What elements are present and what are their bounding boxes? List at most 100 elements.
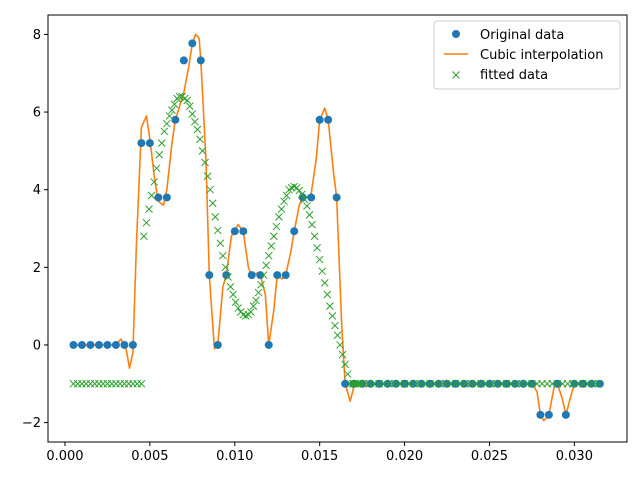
fitted-point xyxy=(185,102,194,111)
original-point xyxy=(341,379,350,388)
fitted-point xyxy=(295,186,304,195)
original-point xyxy=(188,39,197,48)
fitted-point xyxy=(152,164,161,173)
fitted-point xyxy=(191,117,199,126)
x-tick-label: 0.000 xyxy=(46,449,83,464)
fitted-point xyxy=(331,321,339,330)
original-point xyxy=(103,340,112,349)
fitted-point xyxy=(259,271,268,279)
fitted-point xyxy=(328,311,337,320)
fitted-point xyxy=(165,112,174,120)
fitted-point xyxy=(249,302,258,310)
fitted-point xyxy=(231,298,240,307)
fitted-point xyxy=(297,190,306,199)
fitted-point xyxy=(247,308,255,316)
original-point xyxy=(77,340,86,349)
original-point xyxy=(273,271,282,280)
original-point xyxy=(179,56,188,65)
original-point xyxy=(281,271,290,280)
fitted-point xyxy=(290,182,299,191)
original-point xyxy=(171,115,180,124)
fitted-point xyxy=(140,232,148,241)
fitted-point xyxy=(313,244,321,252)
x-tick-label: 0.010 xyxy=(216,449,253,464)
fitted-point xyxy=(203,172,212,180)
fitted-point xyxy=(157,139,166,147)
fitted-point xyxy=(264,251,273,260)
original-point xyxy=(264,340,273,349)
x-tick-label: 0.030 xyxy=(556,449,593,464)
fitted-point xyxy=(142,218,151,227)
x-tick-label: 0.005 xyxy=(131,449,168,464)
fitted-point xyxy=(310,232,319,241)
fitted-point xyxy=(318,267,327,276)
fitted-point xyxy=(196,135,204,144)
legend-box xyxy=(433,20,621,90)
fitted-point xyxy=(198,147,207,155)
fitted-point xyxy=(356,379,365,388)
original-point xyxy=(324,115,333,124)
fitted-point xyxy=(224,273,232,281)
fitted-point xyxy=(160,127,169,136)
fitted-point xyxy=(213,226,222,235)
fitted-point xyxy=(323,290,332,299)
original-point xyxy=(536,410,545,419)
original-point xyxy=(595,379,604,388)
fitted-point xyxy=(188,110,197,118)
fitted-point xyxy=(338,350,347,359)
fitted-point xyxy=(333,331,342,340)
fitted-point xyxy=(262,261,271,270)
fitted-point xyxy=(201,158,209,167)
x-tick-label: 0.020 xyxy=(386,449,423,464)
original-point xyxy=(315,115,324,124)
fitted-point xyxy=(336,341,344,349)
fitted-point xyxy=(150,178,158,186)
y-tick-label: 4 xyxy=(33,183,41,198)
fitted-point xyxy=(257,280,265,289)
plot-area xyxy=(69,33,604,422)
original-point xyxy=(205,271,214,280)
fitted-point xyxy=(226,282,235,291)
fitted-point xyxy=(193,125,202,134)
original-point xyxy=(145,139,154,148)
legend-marker-original xyxy=(452,30,460,38)
original-point xyxy=(111,340,120,349)
x-tick-label: 0.015 xyxy=(301,449,338,464)
axes-frame xyxy=(47,14,628,443)
fitted-point xyxy=(241,311,250,320)
original-point xyxy=(561,410,570,419)
y-tick-label: 8 xyxy=(33,28,41,43)
original-point xyxy=(307,193,316,202)
fitted-point xyxy=(300,195,309,204)
fitted-point xyxy=(155,150,164,159)
y-tick-label: 2 xyxy=(33,261,41,276)
fitted-point xyxy=(272,222,281,231)
fitted-point xyxy=(147,191,156,200)
fitted-point xyxy=(229,290,237,299)
fitted-point xyxy=(168,106,176,114)
original-point xyxy=(154,193,163,202)
fitted-point xyxy=(219,251,227,260)
fitted-point xyxy=(252,296,260,305)
fitted-point xyxy=(305,211,314,219)
fitted-point xyxy=(320,278,329,287)
y-tick-label: 6 xyxy=(33,106,41,121)
legend-marker-fitted xyxy=(452,71,460,79)
fitted-point xyxy=(206,185,215,194)
fitted-point xyxy=(343,370,352,378)
fitted-point xyxy=(280,197,288,206)
fitted-point xyxy=(170,100,179,109)
original-point xyxy=(137,139,146,148)
original-point xyxy=(86,340,95,349)
original-point xyxy=(290,227,299,236)
y-tick-label: −2 xyxy=(22,416,41,431)
fitted-point xyxy=(269,232,278,241)
fitted-point xyxy=(308,220,316,229)
fitted-point xyxy=(282,191,291,200)
legend-label-original: Original data xyxy=(480,28,564,43)
original-point xyxy=(162,193,171,202)
fitted-point xyxy=(208,199,217,208)
original-point xyxy=(239,227,248,236)
y-axis: −2 0 2 4 6 8 xyxy=(22,28,48,431)
